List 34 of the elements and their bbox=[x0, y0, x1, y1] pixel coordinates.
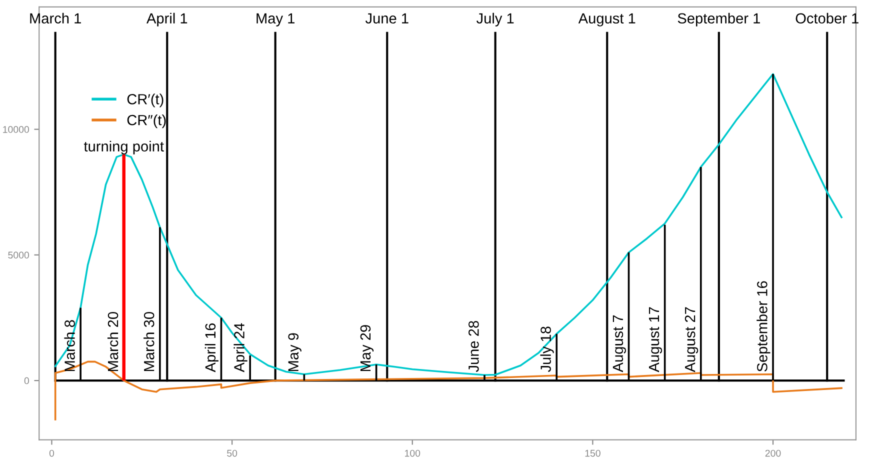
x-tick-label: 100 bbox=[405, 450, 420, 457]
ref-line-label: June 1 bbox=[365, 13, 408, 24]
annotation: March 30 bbox=[144, 312, 154, 372]
annotation: May 9 bbox=[288, 333, 302, 372]
annotation: August 7 bbox=[612, 315, 626, 372]
y-tick-label: 10000 bbox=[3, 126, 30, 133]
ref-line-label: May 1 bbox=[256, 13, 294, 26]
annotation: May 29 bbox=[360, 325, 374, 372]
annotation: April 24 bbox=[234, 323, 248, 372]
annotation: June 28 bbox=[468, 320, 479, 372]
annotation: March 8 bbox=[64, 320, 75, 372]
ref-line-label: October 1 bbox=[796, 12, 858, 24]
y-tick-label: 0 bbox=[24, 377, 30, 384]
y-tick-label: 5000 bbox=[8, 252, 30, 259]
annotation: August 17 bbox=[648, 307, 662, 372]
legend-label: CR″(t) bbox=[127, 114, 166, 128]
x-tick-label: 0 bbox=[49, 450, 54, 457]
annotation: turning point bbox=[84, 140, 164, 154]
annotation: September 16 bbox=[756, 281, 770, 372]
x-tick-label: 50 bbox=[227, 450, 238, 457]
annotation: August 27 bbox=[684, 307, 698, 372]
legend-label: CR′(t) bbox=[127, 94, 164, 108]
ref-line-label: September 1 bbox=[678, 12, 760, 26]
ref-line-label: July 1 bbox=[476, 12, 514, 26]
x-tick-label: 150 bbox=[585, 450, 600, 457]
x-tick-label: 200 bbox=[765, 450, 781, 457]
ref-line-label: March 1 bbox=[30, 12, 81, 24]
bar bbox=[122, 154, 126, 381]
annotation: July 18 bbox=[540, 326, 554, 372]
line-series bbox=[54, 73, 842, 376]
ref-line-label: August 1 bbox=[578, 13, 636, 26]
ref-line-label: April 1 bbox=[146, 12, 188, 26]
annotation: March 20 bbox=[107, 312, 118, 372]
annotation: April 16 bbox=[204, 323, 218, 372]
